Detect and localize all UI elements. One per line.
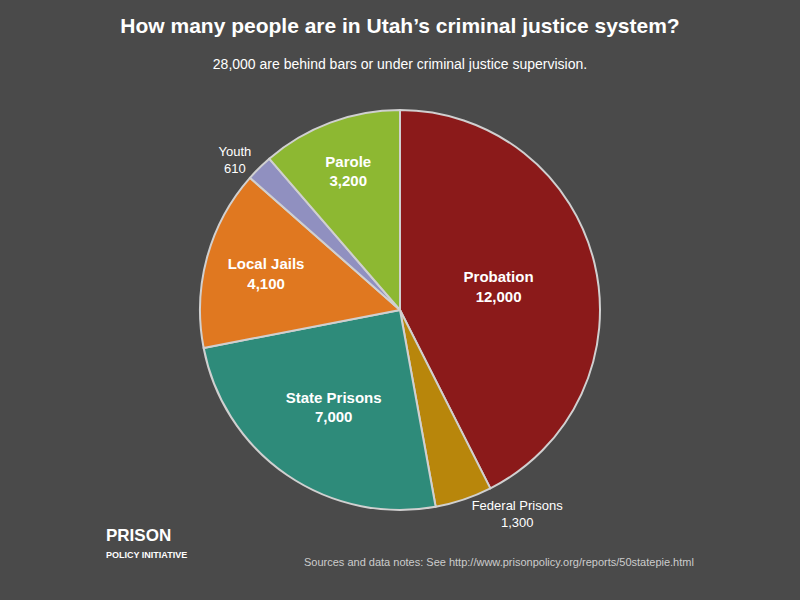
svg-text:Local Jails4,100: Local Jails4,100 [228, 255, 305, 292]
svg-text:How many people are in Utah’s: How many people are in Utah’s criminal j… [120, 14, 679, 37]
svg-text:POLICY INITIATIVE: POLICY INITIATIVE [106, 550, 187, 560]
svg-text:Probation12,000: Probation12,000 [464, 268, 534, 305]
svg-text:Sources and data notes: See ht: Sources and data notes: See http://www.p… [304, 556, 694, 568]
svg-text:State Prisons7,000: State Prisons7,000 [286, 389, 382, 426]
svg-text:Youth610: Youth610 [218, 144, 251, 176]
svg-text:PRISON: PRISON [106, 526, 171, 545]
svg-text:Parole3,200: Parole3,200 [325, 153, 371, 190]
svg-text:Federal Prisons1,300: Federal Prisons1,300 [472, 498, 564, 530]
svg-text:28,000 are behind bars or unde: 28,000 are behind bars or under criminal… [213, 56, 587, 72]
